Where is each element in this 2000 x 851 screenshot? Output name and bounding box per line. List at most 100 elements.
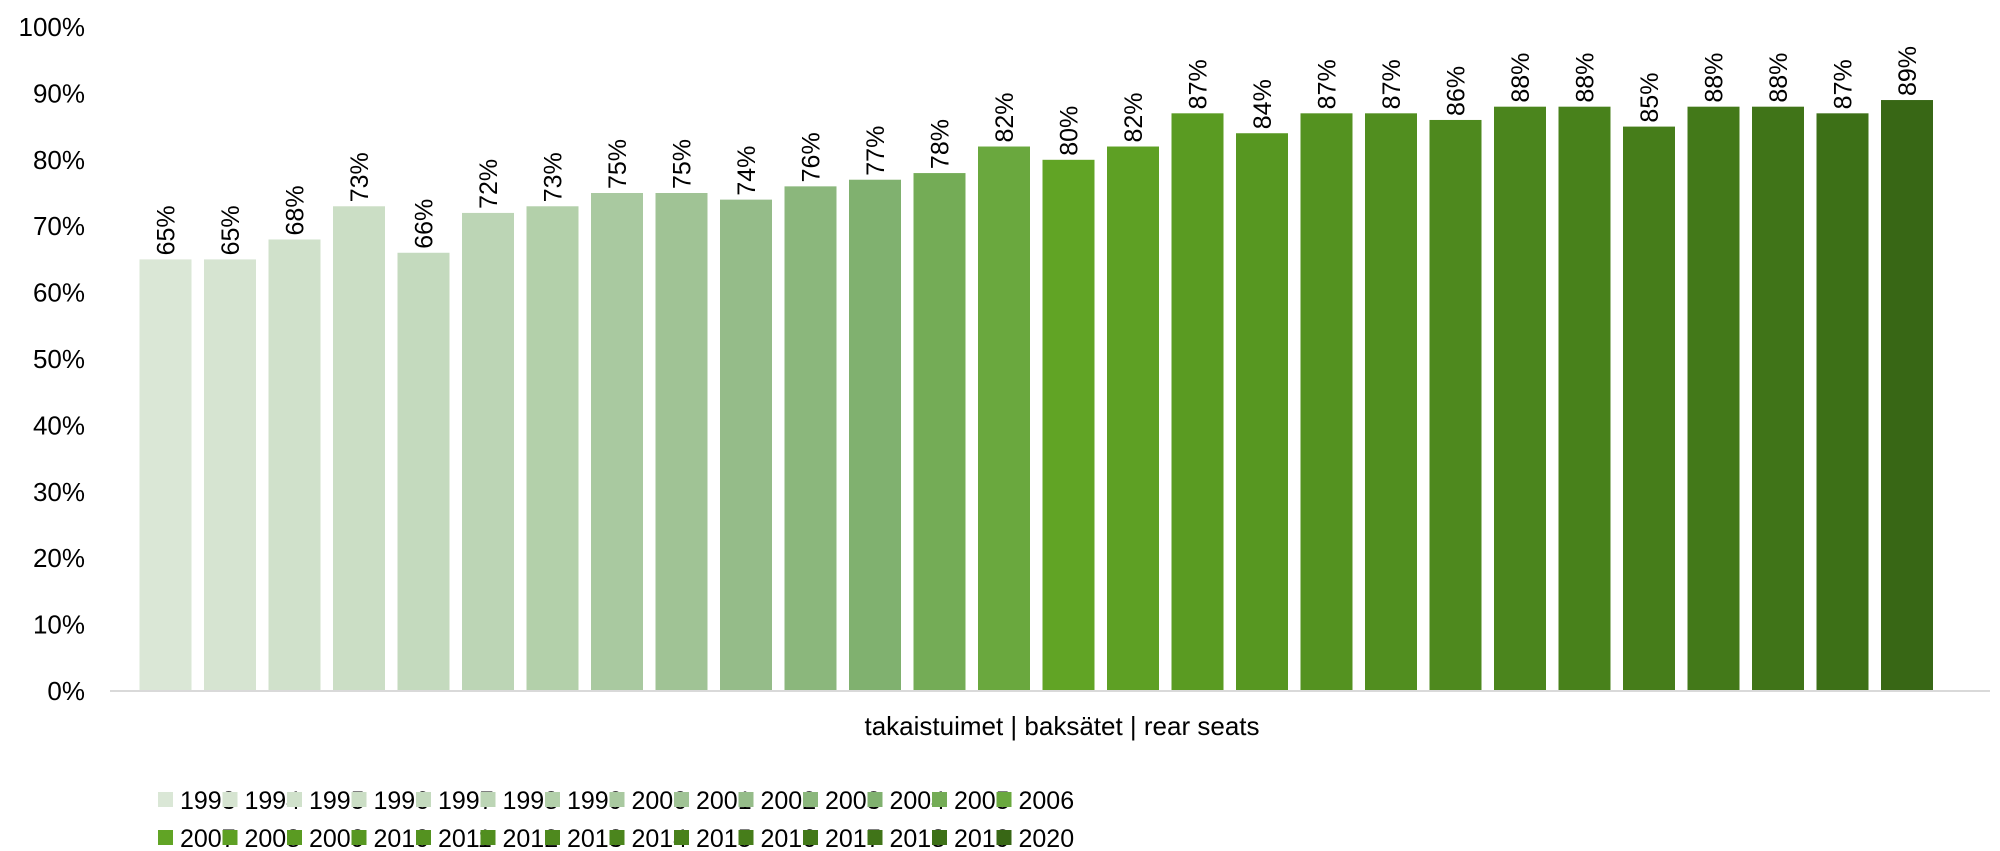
legend-swatch [996,830,1012,845]
legend-swatch [222,792,238,807]
data-label-2001: 75% [669,139,697,189]
bar-2009 [1171,113,1224,691]
data-label-2002: 74% [733,146,761,196]
bar-2008 [1107,146,1159,691]
legend-swatch [803,830,818,845]
legend-swatch [480,792,496,807]
y-tick-label: 50% [33,344,85,374]
legend-swatch [351,792,367,807]
legend-swatch [351,830,367,845]
y-tick-label: 80% [33,145,85,175]
bar-1998 [462,212,514,692]
y-tick-label: 10% [33,610,85,640]
bar-2020 [1881,100,1933,692]
data-label-2014: 88% [1507,53,1535,103]
legend-item-2006: 2006 [996,787,1075,815]
data-label-2008: 82% [1120,92,1148,142]
y-tick-label: 60% [33,278,85,308]
legend-swatch [996,792,1012,807]
bar-2016 [1623,126,1675,692]
y-tick-label: 20% [33,543,85,573]
bar-2004 [849,179,901,691]
bar-2014 [1494,106,1546,692]
legend-item-2015: 2015 [674,825,752,851]
data-label-2006: 82% [991,92,1019,142]
data-label-2009: 87% [1185,59,1213,109]
legend-swatch [609,830,625,845]
bar-2018 [1752,106,1804,692]
bar-2001 [655,193,708,691]
data-label-2004: 77% [862,126,890,176]
data-label-2019: 87% [1830,59,1858,109]
legend-swatch [416,792,431,807]
legend-swatch [674,830,689,845]
legend-swatch [738,830,754,845]
legend: 1993 1994 1995 1996 1997 1998 1999 2000 2001 2002… [158,787,1074,851]
legend-swatch [545,830,560,845]
legend-swatch [287,792,302,807]
data-label-1997: 66% [411,199,439,249]
bar-1999 [526,206,579,691]
x-axis-label: takaistuimet | baksätet | rear seats [864,711,1259,741]
bar-2013 [1429,119,1482,691]
data-label-2020: 89% [1894,46,1922,96]
data-label-2007: 80% [1056,106,1084,156]
y-tick-label: 30% [33,477,85,507]
bar-2019 [1816,113,1869,691]
legend-swatch [416,830,431,845]
legend-swatch [158,830,173,845]
legend-swatch [867,792,883,807]
bar-1993 [139,259,192,691]
legend-item-2012: 2012 [480,825,558,851]
data-label-2016: 85% [1636,73,1664,123]
legend-swatch [738,792,754,807]
data-label-2000: 75% [604,139,632,189]
data-label-2012: 87% [1378,59,1406,109]
legend-swatch [545,792,560,807]
data-label-2010: 84% [1249,79,1277,129]
data-label-2018: 88% [1765,53,1793,103]
bar-1994 [204,259,256,691]
legend-swatch [158,792,173,807]
bar-2017 [1687,106,1740,692]
data-label-1996: 73% [346,152,374,202]
data-label-2017: 88% [1701,53,1729,103]
data-label-2005: 78% [927,119,955,169]
y-axis: 0% 10% 20% 30% 40% 50% 60% 70% 80% 90% 100% [19,12,86,706]
y-tick-label: 100% [19,12,86,42]
data-label-1994: 65% [217,205,245,255]
bars: 65% 65% 68% 73% 66% 72% 73% 75% 75% 74% 76% 77% 78% 8… [139,46,1933,692]
bar-2003 [784,186,837,692]
bar-2006 [978,146,1030,691]
legend-swatch [932,830,947,845]
bar-2007 [1042,159,1095,692]
bar-2011 [1300,113,1353,691]
bar-2005 [913,173,966,691]
y-tick-label: 0% [47,676,85,706]
legend-swatch [480,830,496,845]
legend-label: 2020 [1019,825,1075,851]
legend-item-2020: 2020 [996,825,1075,851]
legend-item-2001: 2001 [674,787,752,815]
data-label-2003: 76% [798,132,826,182]
data-label-1999: 73% [540,152,568,202]
bar-2010 [1236,133,1288,692]
data-label-2013: 86% [1443,66,1471,116]
bar-1996 [333,206,385,691]
legend-swatch [222,830,238,845]
legend-swatch [803,792,818,807]
legend-swatch [867,830,883,845]
data-label-1993: 65% [153,205,181,255]
bar-2002 [720,199,772,691]
y-tick-label: 70% [33,211,85,241]
legend-label: 2006 [1019,787,1075,815]
legend-swatch [287,830,302,845]
legend-swatch [932,792,947,807]
data-label-1995: 68% [282,185,310,235]
legend-swatch [674,792,689,807]
legend-item-1996: 1996 [351,787,429,815]
data-label-2015: 88% [1572,53,1600,103]
data-label-2011: 87% [1314,59,1342,109]
y-tick-label: 90% [33,78,85,108]
